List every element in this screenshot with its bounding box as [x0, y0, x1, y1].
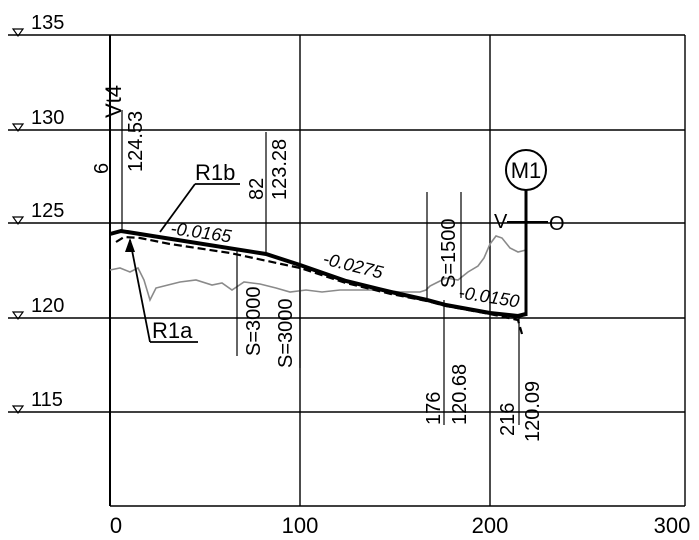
x-tick-label: 300 — [654, 513, 691, 538]
level-marker-icon — [11, 311, 25, 321]
elevation-label: 115 — [31, 389, 63, 411]
r1b-callout: R1b — [159, 160, 240, 233]
existing-profile-dashed — [115, 235, 524, 335]
elevation-label: 130 — [31, 107, 64, 129]
level-marker-icon — [11, 405, 25, 415]
m1-structure: M1 V O — [494, 149, 565, 316]
elevation-axis: 135 130 125 120 115 — [8, 12, 110, 415]
m1-label: M1 — [511, 158, 542, 183]
r1b-label: R1b — [195, 160, 235, 185]
x-axis: 0 100 200 300 — [110, 513, 690, 538]
elevation-value: 124.53 — [125, 111, 147, 172]
station-lines — [121, 110, 520, 425]
v-mark-label: V — [494, 211, 508, 233]
m1-circle — [505, 149, 547, 191]
station-label: 6 — [91, 163, 113, 174]
level-marker-icon — [11, 28, 25, 38]
x-tick-label: 0 — [110, 513, 122, 538]
level-marker-icon — [11, 216, 25, 226]
top-label: Vt4 — [101, 85, 126, 118]
elevation-value: 120.09 — [522, 381, 544, 442]
sag-label: S=3000 — [243, 286, 265, 356]
o-mark-label: O — [549, 213, 565, 235]
sag-label: S=1500 — [438, 218, 460, 288]
elevation-label: 120 — [31, 295, 64, 317]
elevation-value: 123.28 — [269, 139, 291, 200]
grid — [109, 34, 686, 507]
station-label: 82 — [246, 178, 268, 200]
elevation-label: 125 — [31, 200, 64, 222]
level-marker-icon — [11, 123, 25, 133]
r1a-label: R1a — [152, 318, 193, 343]
station-label: 176 — [423, 392, 445, 425]
elevation-value: 120.68 — [449, 364, 471, 425]
ground-line — [109, 235, 527, 303]
r1a-callout: R1a — [125, 238, 198, 343]
x-tick-label: 100 — [282, 513, 319, 538]
elevation-label: 135 — [31, 12, 64, 34]
sag-label: S=3000 — [275, 298, 297, 368]
x-tick-label: 200 — [472, 513, 509, 538]
station-label: 216 — [497, 403, 519, 436]
design-profile-line — [109, 228, 527, 319]
